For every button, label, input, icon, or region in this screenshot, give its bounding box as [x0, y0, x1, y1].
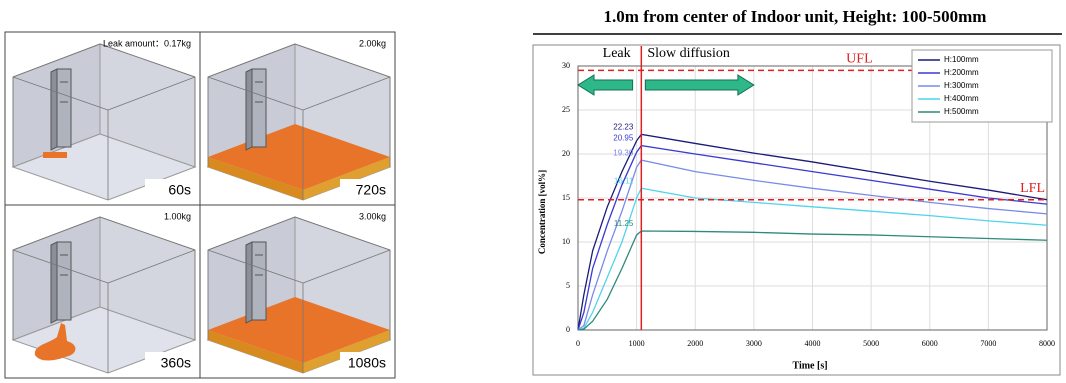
room-edge: [207, 249, 304, 284]
room-edge: [294, 216, 391, 251]
room-edge: [207, 43, 296, 78]
reference-label: LFL: [1020, 181, 1045, 196]
leak-amount: Leak amount：0.17kg: [103, 38, 191, 48]
spill-side: [303, 330, 390, 373]
room-panel: 1.00kg 360s: [4, 204, 201, 379]
y-tick-label: 0: [566, 325, 570, 334]
time-bg: [145, 352, 197, 374]
unit-side: [245, 241, 253, 324]
data-label: 16.11: [614, 176, 634, 185]
spill-side: [208, 157, 303, 200]
room-edge: [99, 216, 196, 251]
legend-label: H:200mm: [944, 68, 979, 77]
time-label: 720s: [356, 182, 386, 198]
room-panel: 3.00kg 1080s: [199, 204, 396, 379]
room-edge: [107, 249, 196, 284]
time-label: 360s: [161, 355, 191, 371]
room-edge: [12, 76, 109, 111]
plot-frame: [577, 65, 1048, 331]
spill-side: [208, 330, 303, 373]
unit-front: [251, 68, 267, 148]
x-tick-label: 0: [576, 339, 580, 348]
series-line: [577, 159, 1048, 331]
y-tick-label: 10: [562, 237, 570, 246]
series-line: [577, 230, 1048, 331]
legend-label: H:400mm: [944, 94, 979, 103]
room-edge: [99, 43, 196, 78]
series-line: [577, 144, 1048, 331]
y-tick-label: 5: [566, 281, 570, 290]
data-label: 20.95: [613, 134, 634, 143]
room-edge: [294, 43, 391, 78]
room-edge: [107, 76, 196, 111]
chart-title: 1.0m from center of Indoor unit, Height:…: [604, 7, 987, 26]
phase-arrow: [577, 74, 634, 96]
unit-side: [50, 241, 58, 324]
spill-small: [43, 152, 67, 158]
unit-side: [50, 68, 58, 151]
x-tick-label: 6000: [922, 339, 938, 348]
phase-label: Slow diffusion: [647, 46, 730, 61]
series-line: [577, 187, 1048, 331]
x-tick-label: 1000: [629, 339, 645, 348]
x-tick-label: 3000: [746, 339, 762, 348]
x-axis-label: Time [s]: [792, 360, 827, 371]
unit-side: [245, 68, 253, 151]
x-tick-label: 4000: [805, 339, 821, 348]
time-label: 1080s: [348, 355, 386, 371]
y-tick-label: 20: [562, 149, 570, 158]
room-edge: [302, 76, 391, 111]
room-edge: [302, 249, 391, 284]
spill-blob: [34, 323, 76, 361]
y-tick-label: 30: [562, 61, 570, 70]
phase-label: Leak: [603, 46, 631, 61]
y-tick-label: 15: [562, 193, 570, 202]
room-panel: Leak amount：0.17kg 60s: [4, 31, 201, 206]
y-tick-label: 25: [562, 105, 570, 114]
spill-side: [303, 157, 390, 200]
x-tick-label: 8000: [1039, 339, 1055, 348]
y-axis-label: Concentration [vol%]: [537, 170, 547, 254]
unit-front: [56, 68, 72, 148]
phase-arrow: [644, 74, 755, 96]
room-edge: [12, 216, 101, 251]
time-bg: [340, 352, 392, 374]
x-tick-label: 2000: [687, 339, 703, 348]
x-tick-label: 7000: [980, 339, 996, 348]
room-edge: [207, 76, 304, 111]
time-bg: [145, 179, 197, 201]
leak-amount: 3.00kg: [359, 211, 386, 221]
legend-label: H:100mm: [944, 55, 979, 64]
time-label: 60s: [168, 182, 191, 198]
room-edge: [207, 216, 296, 251]
data-label: 22.23: [613, 122, 634, 131]
legend-label: H:300mm: [944, 81, 979, 90]
reference-label: UFL: [846, 52, 872, 67]
unit-front: [56, 241, 72, 321]
room-edge: [12, 43, 101, 78]
data-label: 11.25: [614, 219, 634, 228]
chart-frame: [532, 44, 1061, 376]
leak-amount: 2.00kg: [359, 38, 386, 48]
x-tick-label: 5000: [863, 339, 879, 348]
room-edge: [12, 249, 109, 284]
data-label: 19.30: [613, 148, 634, 157]
leak-amount: 1.00kg: [164, 211, 191, 221]
series-line: [577, 133, 1048, 331]
room-panel: 2.00kg 720s: [199, 31, 396, 206]
time-bg: [340, 179, 392, 201]
legend-label: H:500mm: [944, 107, 979, 116]
unit-front: [251, 241, 267, 321]
